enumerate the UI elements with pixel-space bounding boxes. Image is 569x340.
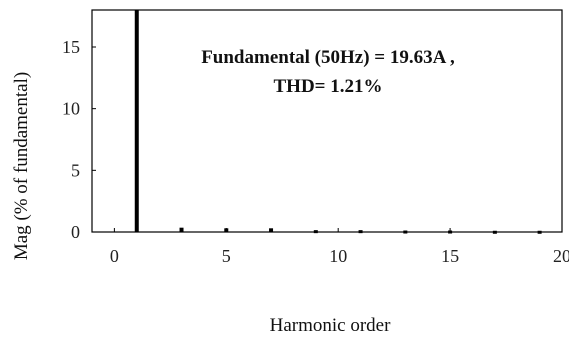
y-tick-label: 10 [62,99,80,119]
plot-frame [91,9,563,233]
y-axis-label: Mag (% of fundamental) [11,72,32,260]
bar-harmonic-3 [179,227,184,232]
annotation-line-1: Fundamental (50Hz) = 19.63A , [201,47,455,68]
bar-harmonic-7 [269,228,274,232]
y-tick-label: 5 [71,160,80,180]
y-ticks: 0 5 10 15 [62,37,96,242]
x-tick-label: 20 [553,246,569,266]
x-tick-label: 0 [110,246,119,266]
y-tick-label: 0 [71,222,80,242]
annotation-line-2: THD= 1.21% [274,76,383,97]
bar-harmonic-1 [134,10,139,232]
x-ticks: 0 5 10 15 20 [110,228,569,266]
x-tick-label: 5 [222,246,231,266]
x-tick-label: 10 [329,246,347,266]
bars-layer [134,10,542,234]
y-tick-label: 15 [62,37,80,57]
x-tick-label: 15 [441,246,459,266]
x-axis-label: Harmonic order [270,315,391,336]
